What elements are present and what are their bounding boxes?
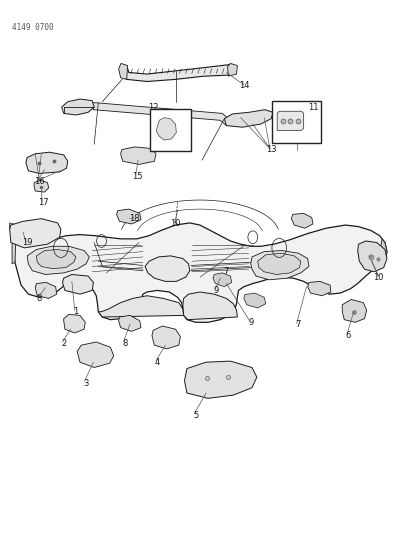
Polygon shape bbox=[213, 273, 232, 287]
Text: 17: 17 bbox=[38, 198, 49, 207]
Polygon shape bbox=[12, 233, 16, 264]
Text: 10: 10 bbox=[170, 220, 181, 229]
Text: 3: 3 bbox=[83, 379, 89, 388]
Polygon shape bbox=[92, 103, 228, 126]
Text: 16: 16 bbox=[34, 177, 44, 186]
FancyBboxPatch shape bbox=[150, 109, 191, 151]
Polygon shape bbox=[98, 296, 184, 317]
Text: 7: 7 bbox=[295, 320, 300, 329]
Polygon shape bbox=[64, 314, 85, 333]
Text: 6: 6 bbox=[346, 331, 351, 340]
Polygon shape bbox=[258, 253, 301, 274]
Text: 9: 9 bbox=[213, 286, 219, 295]
Text: 8: 8 bbox=[37, 294, 42, 303]
Polygon shape bbox=[10, 219, 61, 248]
Polygon shape bbox=[34, 180, 49, 192]
Text: 4: 4 bbox=[155, 358, 160, 367]
Text: 13: 13 bbox=[266, 145, 276, 154]
Polygon shape bbox=[36, 249, 76, 269]
Polygon shape bbox=[26, 152, 68, 173]
Text: 7: 7 bbox=[224, 268, 229, 276]
Polygon shape bbox=[380, 239, 387, 262]
Polygon shape bbox=[27, 246, 89, 274]
Polygon shape bbox=[358, 241, 387, 272]
Polygon shape bbox=[119, 63, 128, 79]
FancyBboxPatch shape bbox=[272, 101, 321, 143]
Text: 1: 1 bbox=[73, 307, 79, 316]
Polygon shape bbox=[156, 118, 176, 140]
Text: 18: 18 bbox=[130, 214, 140, 223]
Polygon shape bbox=[145, 256, 190, 281]
Polygon shape bbox=[152, 326, 180, 349]
Text: 12: 12 bbox=[148, 102, 158, 111]
Text: 11: 11 bbox=[308, 102, 319, 111]
Polygon shape bbox=[277, 111, 304, 131]
Text: 5: 5 bbox=[193, 411, 199, 420]
Text: 8: 8 bbox=[122, 339, 127, 348]
Polygon shape bbox=[12, 223, 387, 322]
Polygon shape bbox=[251, 251, 309, 280]
Text: 2: 2 bbox=[61, 339, 67, 348]
Polygon shape bbox=[10, 223, 23, 233]
Polygon shape bbox=[224, 110, 273, 127]
Polygon shape bbox=[308, 281, 331, 296]
Polygon shape bbox=[121, 147, 156, 165]
Polygon shape bbox=[35, 282, 57, 298]
Polygon shape bbox=[77, 342, 114, 368]
Polygon shape bbox=[228, 63, 237, 76]
Polygon shape bbox=[117, 209, 141, 224]
Polygon shape bbox=[119, 316, 141, 332]
Text: 9: 9 bbox=[248, 318, 253, 327]
Text: 19: 19 bbox=[22, 238, 32, 247]
Text: 4149 0700: 4149 0700 bbox=[12, 23, 54, 32]
Text: 10: 10 bbox=[374, 273, 384, 281]
Polygon shape bbox=[121, 64, 237, 82]
Text: 15: 15 bbox=[132, 172, 142, 181]
Text: 14: 14 bbox=[239, 81, 250, 90]
Polygon shape bbox=[244, 293, 266, 308]
Polygon shape bbox=[184, 361, 257, 398]
Polygon shape bbox=[183, 292, 237, 320]
Polygon shape bbox=[62, 99, 94, 115]
Polygon shape bbox=[62, 274, 93, 294]
Polygon shape bbox=[291, 213, 313, 228]
Polygon shape bbox=[342, 300, 367, 322]
